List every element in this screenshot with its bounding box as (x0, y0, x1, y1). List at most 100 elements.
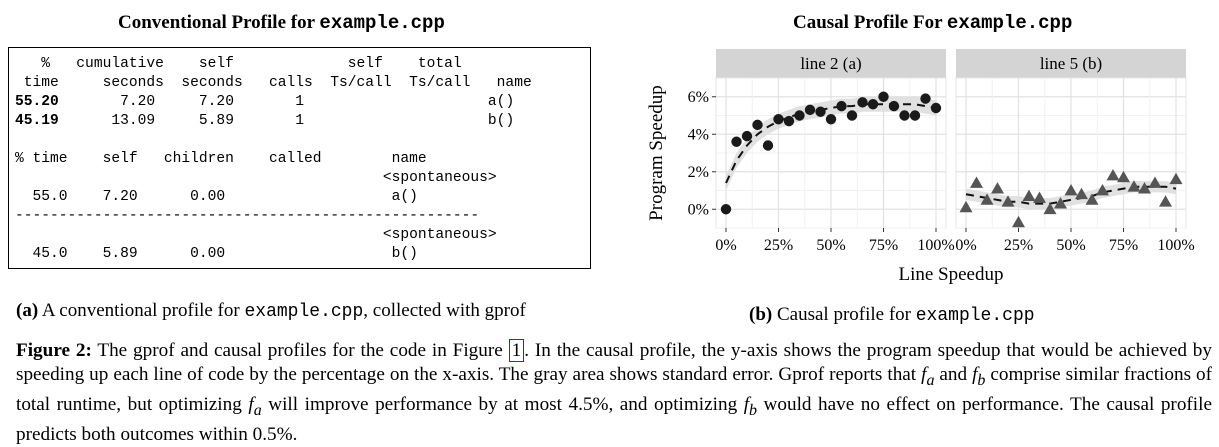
y-axis-label: Program Speedup (646, 85, 667, 221)
data-point (1169, 172, 1183, 185)
data-point (1075, 187, 1088, 200)
caption-label: (b) (749, 304, 773, 325)
caption-part: . In the causal profile, the y-axis show… (16, 340, 1212, 385)
math-sub: a (926, 371, 935, 389)
data-point (836, 100, 847, 112)
y-tick-label: 2% (688, 164, 709, 181)
flat-row-rest: 13.09 5.89 1 b() (58, 113, 515, 129)
panel-strip (716, 49, 946, 78)
data-point (752, 119, 763, 131)
y-tick-label: 4% (688, 126, 709, 143)
flat-row-rest: 7.20 7.20 1 a() (58, 94, 515, 110)
caption-part: and (934, 364, 973, 385)
data-point (1096, 184, 1109, 196)
flat-row-pct: 55.20 (15, 94, 59, 110)
caption-part: will improve performance by at most 4.5%… (261, 393, 744, 415)
gprof-output-box: % cumulative self self total time second… (8, 47, 591, 269)
flat-row-a: 55.20 7.20 7.20 1 a() (15, 93, 514, 112)
data-point (991, 182, 1004, 194)
data-point (1085, 193, 1099, 205)
data-point (867, 99, 879, 110)
figure-caption: Figure 2: The gprof and causal profiles … (16, 339, 1212, 447)
data-point (1148, 176, 1162, 188)
data-point (762, 140, 774, 151)
flat-row-pct: 45.19 (15, 113, 59, 129)
data-point (1054, 197, 1067, 209)
data-point (1022, 189, 1036, 201)
panel-strip (956, 49, 1186, 78)
flat-header-2: time seconds seconds calls Ts/call Ts/ca… (15, 75, 532, 91)
data-point (815, 106, 826, 117)
x-tick-label: 0% (715, 237, 736, 254)
caption-part: would have no effect on performance. The… (16, 393, 1212, 445)
y-tick-label: 6% (688, 89, 709, 106)
data-point (878, 91, 889, 102)
data-point (888, 100, 900, 112)
math-sub: a (253, 401, 262, 419)
panel-strip-label: line 5 (b) (1040, 54, 1102, 73)
x-tick-label: 50% (816, 237, 845, 254)
caption-label: (a) (16, 300, 39, 321)
data-point (783, 115, 795, 127)
caption-text: Causal profile for (772, 304, 916, 325)
data-point (1106, 169, 1120, 181)
x-tick-label: 25% (764, 237, 793, 254)
data-point (794, 110, 805, 121)
title-text: Conventional Profile for (118, 12, 320, 33)
title-text: Causal Profile For (793, 12, 947, 33)
caption-code: example.cpp (915, 306, 1035, 326)
chart-panel-a: line 2 (a) 0% 25% 50% 75% 100% 0% 2% 4% 6% (688, 49, 955, 254)
trend-line (725, 103, 937, 184)
caption-code: example.cpp (244, 302, 364, 322)
data-point (930, 102, 942, 114)
data-point (1033, 191, 1046, 203)
x-axis-label: Line Speedup (898, 264, 1003, 285)
caption-suffix: , collected with gprof (363, 300, 526, 321)
math-sub: b (977, 371, 986, 389)
x-tick-label: 0% (955, 237, 976, 254)
x-tick-label: 100% (1157, 237, 1194, 254)
title-code: example.cpp (946, 12, 1073, 34)
data-point (1117, 170, 1130, 183)
callgraph-spontaneous-b: <spontaneous> (15, 227, 497, 243)
data-point (1001, 195, 1015, 207)
math-f: f (248, 393, 254, 415)
chart-panel-b: line 5 (b) 0% 25% 50% 75% 100% (955, 49, 1195, 254)
data-point (1064, 184, 1078, 196)
data-point (920, 93, 931, 104)
data-point (804, 104, 816, 116)
figure-reference-link[interactable]: 1 (508, 339, 525, 362)
caption-b: (b) Causal profile for example.cpp (749, 304, 1035, 326)
x-tick-label: 75% (869, 237, 898, 254)
callgraph-divider: ----------------------------------------… (15, 208, 480, 224)
caption-part: comprise similar fractions of total runt… (16, 364, 1212, 415)
data-point (1012, 215, 1025, 228)
x-tick-label: 75% (1109, 237, 1138, 254)
math-f: f (921, 364, 927, 385)
figure-label: Figure 2: (16, 340, 92, 361)
callgraph-row-a: 55.0 7.20 0.00 a() (15, 189, 418, 205)
flat-header-1: % cumulative self self total (15, 56, 462, 72)
data-point (825, 114, 837, 125)
caption-text: A conventional profile for (38, 300, 245, 321)
data-point (970, 176, 983, 188)
data-point (773, 114, 784, 125)
data-point (1159, 195, 1172, 207)
data-point (720, 204, 732, 215)
callgraph-header: % time self children called name (15, 151, 427, 167)
math-f: f (972, 364, 978, 385)
data-point (909, 110, 921, 121)
causal-profile-title: Causal Profile For example.cpp (793, 12, 1072, 34)
data-point (731, 136, 742, 147)
caption-part: The gprof and causal profiles for the co… (91, 340, 509, 361)
y-tick-label: 0% (688, 201, 709, 218)
data-point (1043, 202, 1057, 215)
caption-a: (a) A conventional profile for example.c… (16, 300, 526, 322)
data-point (1138, 182, 1151, 194)
math-sub: b (749, 401, 758, 419)
data-point (741, 130, 753, 142)
callgraph-spontaneous-a: <spontaneous> (15, 170, 497, 186)
title-code: example.cpp (319, 12, 445, 34)
data-point (959, 200, 973, 213)
callgraph-row-b: 45.0 5.89 0.00 b() (15, 246, 418, 262)
